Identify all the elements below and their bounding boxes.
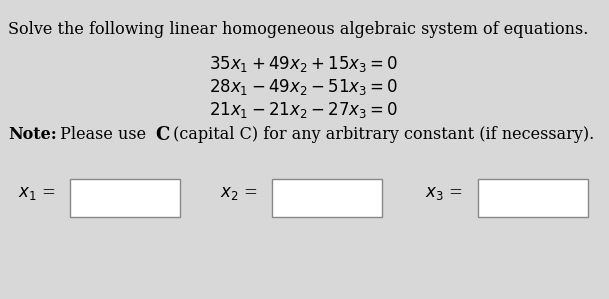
Text: $21x_1 - 21x_2 - 27x_3 = 0$: $21x_1 - 21x_2 - 27x_3 = 0$ [209, 100, 399, 120]
Text: C: C [155, 126, 169, 144]
Text: $35x_1 + 49x_2 + 15x_3 = 0$: $35x_1 + 49x_2 + 15x_3 = 0$ [209, 54, 399, 74]
Text: Note:: Note: [8, 126, 57, 143]
FancyBboxPatch shape [70, 179, 180, 217]
Text: Solve the following linear homogeneous algebraic system of equations.: Solve the following linear homogeneous a… [8, 21, 588, 38]
Text: $28x_1 - 49x_2 - 51x_3 = 0$: $28x_1 - 49x_2 - 51x_3 = 0$ [209, 77, 399, 97]
Text: Please use: Please use [55, 126, 151, 143]
Text: $x_2$ =: $x_2$ = [220, 185, 258, 202]
Text: (capital C) for any arbitrary constant (if necessary).: (capital C) for any arbitrary constant (… [168, 126, 594, 143]
FancyBboxPatch shape [478, 179, 588, 217]
FancyBboxPatch shape [272, 179, 382, 217]
Text: $x_1$ =: $x_1$ = [18, 185, 55, 202]
Text: $x_3$ =: $x_3$ = [425, 185, 463, 202]
